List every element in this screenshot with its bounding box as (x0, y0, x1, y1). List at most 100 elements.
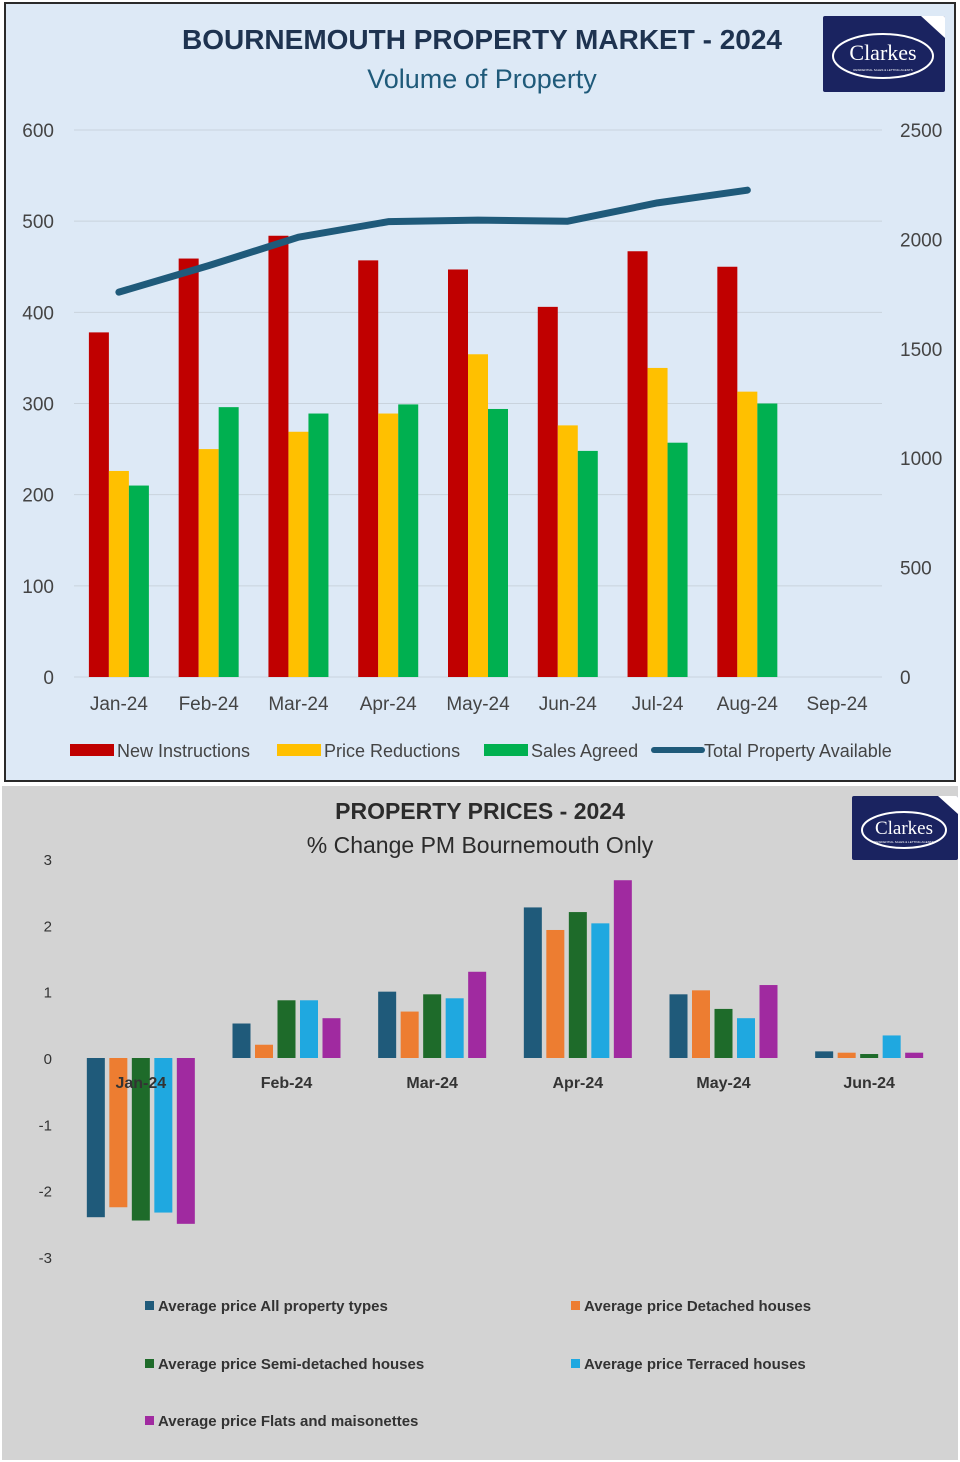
legend-label: Average price Semi-detached houses (158, 1356, 424, 1373)
y2-tick-label: 500 (900, 559, 932, 580)
legend-swatch (70, 744, 114, 756)
legend-swatch (484, 744, 528, 756)
bar (400, 1011, 419, 1058)
bar (288, 431, 309, 677)
y-tick-label: 500 (22, 212, 54, 233)
x-tick-label: Apr-24 (360, 694, 417, 715)
chart1-title: BOURNEMOUTH PROPERTY MARKET - 2024 (181, 24, 782, 55)
bar (717, 266, 738, 677)
bar (198, 449, 219, 677)
legend-label: Average price Terraced houses (584, 1356, 806, 1373)
bar (905, 1052, 924, 1058)
bar (128, 485, 149, 677)
x-tick-label: Sep-24 (806, 694, 868, 715)
bar (378, 413, 399, 677)
bar (488, 408, 508, 677)
bar (255, 1044, 273, 1058)
legend-swatch (277, 744, 321, 756)
y2-tick-label: 1000 (900, 449, 942, 470)
y-tick-label: -3 (39, 1250, 52, 1267)
bar (232, 1023, 251, 1058)
bar (568, 912, 587, 1058)
bar (445, 998, 464, 1058)
bar (109, 1058, 128, 1208)
bar (176, 1058, 195, 1224)
bar (737, 391, 758, 677)
bar (218, 407, 239, 677)
x-tick-label: Jan-24 (115, 1075, 166, 1092)
y-tick-label: 100 (22, 577, 54, 598)
logo-text: Clarkes (875, 818, 933, 839)
bar (837, 1052, 856, 1058)
legend-swatch (571, 1359, 580, 1368)
bar (757, 403, 778, 677)
y-tick-label: 3 (44, 852, 52, 869)
bar (378, 991, 397, 1058)
bar (154, 1058, 173, 1213)
y2-tick-label: 2000 (900, 230, 942, 251)
x-tick-label: Jun-24 (539, 694, 598, 715)
y-tick-label: 0 (43, 668, 54, 689)
legend-label: Price Reductions (324, 741, 460, 761)
bar (423, 994, 442, 1058)
bar (557, 425, 578, 677)
bar (613, 880, 632, 1058)
legend-swatch (145, 1301, 154, 1310)
chart1-subtitle: Volume of Property (367, 64, 597, 94)
x-tick-label: May-24 (696, 1075, 750, 1092)
bar (669, 994, 688, 1058)
prices-chart: -3 -2 -1 0 1 2 3 Jan-24 Feb-24 Mar-24 Apr-24 May-24… (39, 852, 924, 1430)
bar (882, 1035, 901, 1058)
x-tick-label: Jan-24 (90, 694, 149, 715)
y-tick-label: 0 (44, 1051, 52, 1068)
legend-label: Sales Agreed (531, 741, 638, 761)
bar (108, 470, 129, 677)
y-tick-label: 600 (22, 121, 54, 142)
legend-label: Total Property Available (704, 741, 892, 761)
x-tick-label: Aug-24 (717, 694, 779, 715)
x-tick-label: Feb-24 (179, 694, 240, 715)
volume-chart: 0 100 200 300 400 500 600 0 500 1000 1500 2000 2500 J… (22, 121, 942, 761)
logo-text: Clarkes (849, 40, 916, 65)
bar (737, 1018, 755, 1058)
bar (860, 1054, 879, 1058)
bar (537, 306, 558, 677)
legend-swatch (145, 1359, 154, 1368)
series-line-total-property (115, 186, 751, 296)
logo-tagline: RESIDENTIAL SALES & LETTING AGENTS (853, 68, 912, 72)
y-tick-label: 300 (22, 395, 54, 416)
volume-chart-panel: BOURNEMOUTH PROPERTY MARKET - 2024 Volum… (4, 2, 956, 782)
y2-tick-label: 2500 (900, 121, 942, 142)
bar (277, 1000, 296, 1058)
x-tick-label: Mar-24 (406, 1075, 458, 1092)
bar (468, 971, 487, 1058)
bar (523, 907, 542, 1058)
y-tick-label: 1 (44, 985, 52, 1002)
chart2-title: PROPERTY PRICES - 2024 (335, 798, 625, 824)
legend-label: Average price Detached houses (584, 1298, 811, 1315)
x-tick-label: Apr-24 (552, 1075, 603, 1092)
x-tick-label: May-24 (446, 694, 510, 715)
bar (692, 990, 710, 1058)
bar (591, 923, 610, 1058)
clarkes-logo: Clarkes RESIDENTIAL SALES & LETTING AGEN… (823, 16, 945, 92)
y2-tick-label: 1500 (900, 340, 942, 361)
y-tick-label: 2 (44, 918, 52, 935)
bar (398, 404, 419, 677)
bar (546, 929, 565, 1058)
y-tick-label: 200 (22, 486, 54, 507)
bar (627, 251, 648, 678)
y-tick-label: -1 (39, 1117, 52, 1134)
bar (448, 269, 468, 677)
x-tick-label: Feb-24 (261, 1075, 313, 1092)
bar (88, 332, 109, 677)
bar (577, 450, 598, 677)
bar (131, 1058, 150, 1221)
bar (714, 1008, 733, 1058)
x-tick-label: Jul-24 (632, 694, 684, 715)
bar (322, 1018, 341, 1058)
bar (268, 235, 289, 677)
bar (178, 258, 199, 677)
logo-tagline: RESIDENTIAL SALES & LETTING AGENTS (874, 840, 933, 844)
bar (815, 1051, 834, 1058)
